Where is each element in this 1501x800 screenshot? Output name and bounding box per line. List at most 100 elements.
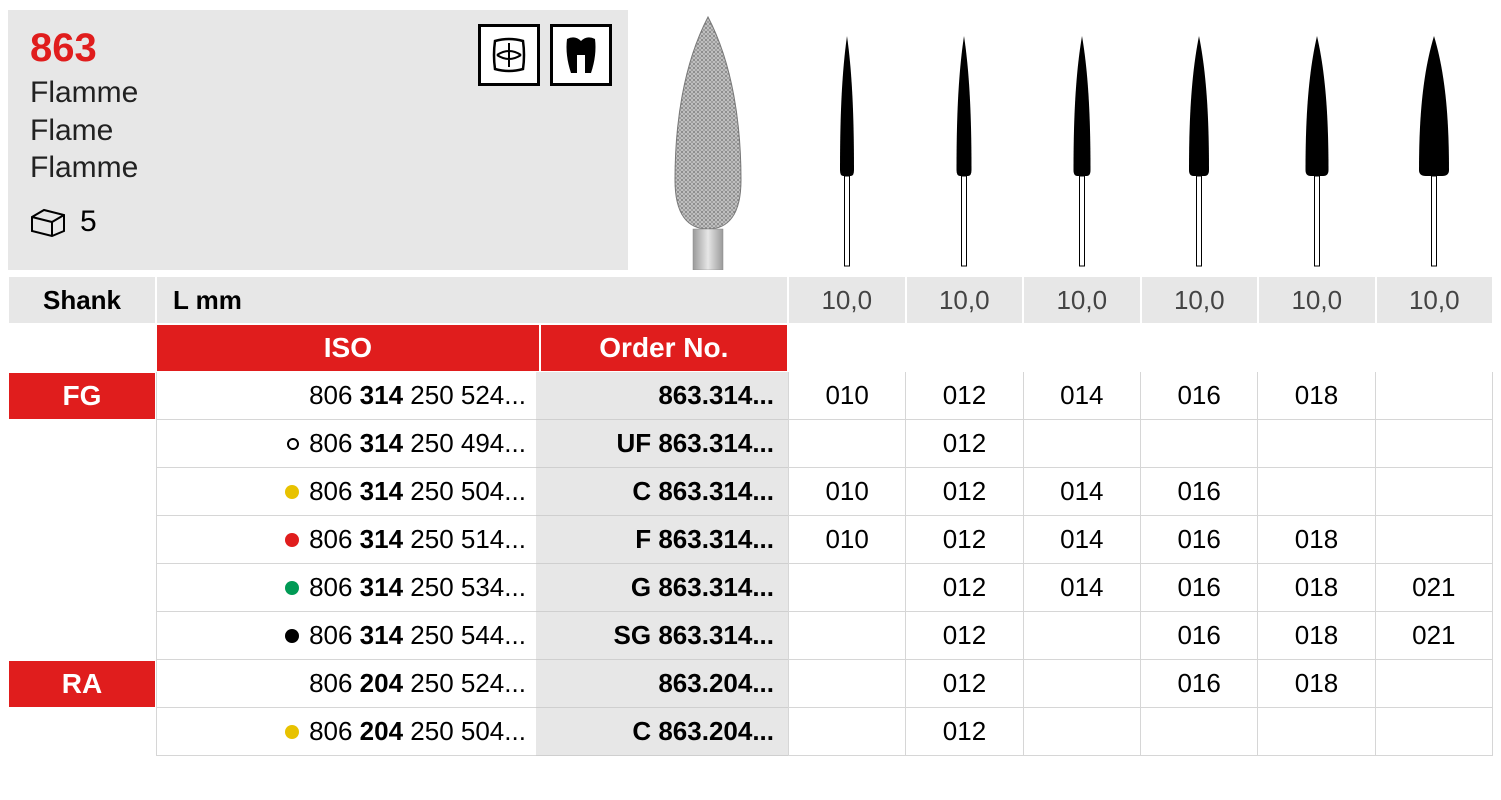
size-cell: 012 — [906, 612, 1023, 660]
iso-number: 806 314 250 544... — [309, 620, 526, 651]
size-cell — [788, 564, 906, 612]
size-cell: 010 — [788, 468, 906, 516]
iso-number: 806 204 250 504... — [309, 716, 526, 747]
size-cell — [1376, 420, 1493, 468]
size-row: 012 — [788, 420, 1493, 468]
spec-row: 806 314 250 534... G 863.314... — [156, 564, 788, 612]
application-icons — [478, 24, 612, 86]
orderno-cell: 863.314... — [536, 372, 788, 420]
spec-row: 806 204 250 504... C 863.204... — [156, 708, 788, 756]
orderno-cell: UF 863.314... — [536, 420, 788, 468]
orderno-cell: SG 863.314... — [536, 612, 788, 660]
size-cell: 012 — [906, 660, 1023, 708]
orderno-header: Order No. — [540, 324, 788, 372]
size-row: 010012014016018 — [788, 372, 1493, 420]
length-header-cell: 10,0 — [1141, 276, 1259, 324]
size-row: 012014016018021 — [788, 564, 1493, 612]
bur-silhouette — [1141, 10, 1259, 270]
length-header-cell: 10,0 — [788, 276, 906, 324]
shank-column: Shank FG RA — [8, 276, 156, 756]
size-cell — [1376, 660, 1493, 708]
data-rows: 806 314 250 524...863.314...806 314 250 … — [156, 372, 788, 756]
size-cell: 016 — [1141, 660, 1258, 708]
spec-table: Shank FG RA L mm ISO Order No. 806 314 25… — [8, 276, 1493, 756]
iso-cell: 806 314 250 544... — [156, 612, 536, 660]
orderno-cell: 863.204... — [536, 660, 788, 708]
length-header-cell: 10,0 — [1258, 276, 1376, 324]
product-names: Flamme Flame Flamme — [30, 74, 606, 187]
bur-silhouette — [788, 10, 906, 270]
length-header-row: 10,010,010,010,010,010,0 — [788, 276, 1493, 324]
size-cell: 018 — [1258, 516, 1375, 564]
size-cell — [1024, 420, 1141, 468]
size-cell — [1258, 468, 1375, 516]
spec-row: 806 314 250 514...F 863.314... — [156, 516, 788, 564]
orderno-cell: F 863.314... — [536, 516, 788, 564]
length-header-cell: 10,0 — [1023, 276, 1141, 324]
product-name-fr: Flamme — [30, 149, 606, 187]
size-row: 010012014016018 — [788, 516, 1493, 564]
size-cell — [788, 612, 906, 660]
shank-header: Shank — [8, 276, 156, 324]
size-cell: 016 — [1141, 564, 1258, 612]
size-row: 010012014016 — [788, 468, 1493, 516]
size-cell: 010 — [788, 516, 906, 564]
iso-cell: 806 314 250 524... — [156, 372, 536, 420]
size-cell: 016 — [1141, 516, 1258, 564]
size-cell: 012 — [906, 516, 1023, 564]
size-cell: 018 — [1258, 564, 1375, 612]
crown-prep-icon — [550, 24, 612, 86]
size-cell — [1376, 468, 1493, 516]
size-row: 012 016018 — [788, 660, 1493, 708]
iso-cell: 806 314 250 494... — [156, 420, 536, 468]
bur-silhouette — [906, 10, 1024, 270]
size-cell — [788, 708, 906, 756]
size-cell: 014 — [1024, 516, 1141, 564]
iso-number: 806 314 250 534... — [309, 572, 526, 603]
size-cell — [1024, 660, 1141, 708]
size-cell — [1258, 708, 1375, 756]
occlusal-icon — [478, 24, 540, 86]
size-block: 10,010,010,010,010,010,0 010012014016018… — [788, 276, 1493, 756]
grit-dot — [285, 629, 299, 643]
size-cell: 018 — [1258, 372, 1375, 420]
size-cell: 014 — [1024, 468, 1141, 516]
grit-dot-ring — [287, 438, 299, 450]
iso-number: 806 204 250 524... — [309, 668, 526, 699]
size-cell — [1376, 372, 1493, 420]
iso-cell: 806 204 250 524... — [156, 660, 536, 708]
bur-silhouette-row — [788, 10, 1493, 270]
orderno-cell: C 863.204... — [536, 708, 788, 756]
bur-silhouette — [1376, 10, 1494, 270]
iso-orderno-block: L mm ISO Order No. 806 314 250 524...863… — [156, 276, 788, 756]
size-cell: 018 — [1258, 660, 1375, 708]
grit-dot — [285, 485, 299, 499]
size-cell: 016 — [1141, 372, 1258, 420]
spec-row: 806 204 250 524... 863.204... — [156, 660, 788, 708]
size-cell: 021 — [1376, 564, 1493, 612]
grit-dot — [285, 725, 299, 739]
size-cell: 012 — [906, 564, 1023, 612]
grit-dot — [285, 533, 299, 547]
size-rows: 0100120140160180120100120140160100120140… — [788, 372, 1493, 756]
iso-cell: 806 314 250 504... — [156, 468, 536, 516]
shank-tag: FG — [8, 372, 156, 420]
size-cell — [1024, 612, 1141, 660]
shank-tag: RA — [8, 660, 156, 708]
iso-header: ISO — [156, 324, 540, 372]
iso-number: 806 314 250 494... — [309, 428, 526, 459]
iso-cell: 806 204 250 504... — [156, 708, 536, 756]
pack-qty-row: 5 — [30, 205, 606, 239]
box-icon — [30, 207, 66, 237]
size-cell: 016 — [1141, 468, 1258, 516]
orderno-cell: G 863.314... — [536, 564, 788, 612]
iso-cell: 806 314 250 514... — [156, 516, 536, 564]
length-header-cell: 10,0 — [906, 276, 1024, 324]
spec-row: 806 314 250 524...863.314... — [156, 372, 788, 420]
spec-row: 806 314 250 544... SG 863.314... — [156, 612, 788, 660]
size-cell — [1376, 708, 1493, 756]
size-cell: 012 — [906, 420, 1023, 468]
length-header-cell: 10,0 — [1376, 276, 1494, 324]
spec-row: 806 314 250 494... UF 863.314... — [156, 420, 788, 468]
shank-tags: FG RA — [8, 372, 156, 756]
